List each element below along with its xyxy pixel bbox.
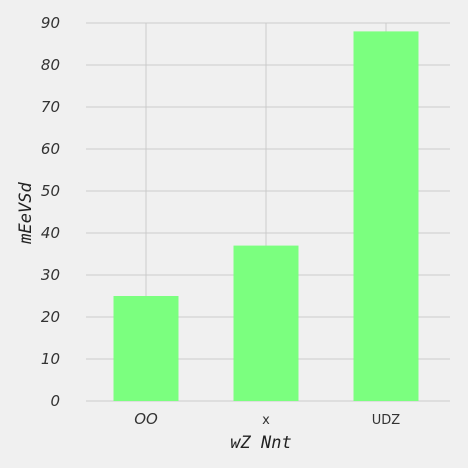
bar-udz <box>353 31 419 402</box>
bar-oo <box>113 296 179 401</box>
y-tick-label: 60 <box>41 140 60 158</box>
x-tick-label: x <box>262 413 270 428</box>
x-axis-title: wZ Nnt <box>230 433 291 453</box>
y-tick-label: 80 <box>41 56 60 74</box>
x-tick-labels: OO x UDZ <box>134 410 400 428</box>
y-tick-label: 20 <box>41 308 60 326</box>
bars <box>113 31 419 402</box>
y-tick-labels: 0 10 20 30 40 50 60 70 80 90 <box>41 14 60 410</box>
y-tick-label: 50 <box>41 182 60 200</box>
x-tick-label: UDZ <box>372 413 401 428</box>
y-tick-label: 70 <box>41 98 60 116</box>
y-tick-label: 40 <box>41 224 60 242</box>
bar-x <box>233 245 299 401</box>
x-tick-label: OO <box>134 410 158 428</box>
y-tick-label: 0 <box>50 392 60 410</box>
y-tick-label: 10 <box>41 350 60 368</box>
y-axis-title: mEeVSd <box>16 182 36 245</box>
y-tick-label: 90 <box>41 14 60 32</box>
y-tick-label: 30 <box>41 266 60 284</box>
